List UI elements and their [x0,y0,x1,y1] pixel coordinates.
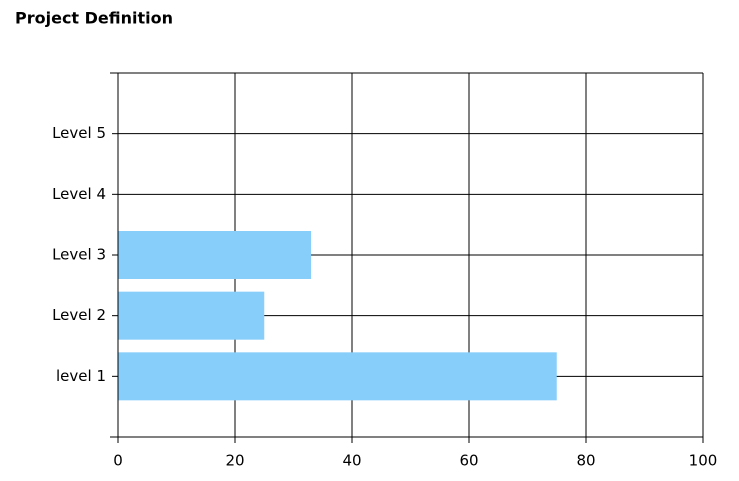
bar [118,231,312,279]
bar [118,291,265,340]
x-tick-label: 100 [689,452,718,470]
x-tick-label: 40 [342,452,361,470]
y-tick-label: Level 3 [52,246,106,264]
y-tick-label: Level 2 [52,306,106,324]
bar [118,352,557,401]
x-tick-label: 0 [113,452,123,470]
y-tick-label: Level 4 [52,185,106,203]
x-tick-label: 60 [459,452,478,470]
y-tick-label: Level 5 [52,124,106,142]
x-tick-label: 80 [576,452,595,470]
y-tick-label: level 1 [56,367,106,385]
x-tick-label: 20 [225,452,244,470]
chart-title: Project Definition [15,9,173,28]
